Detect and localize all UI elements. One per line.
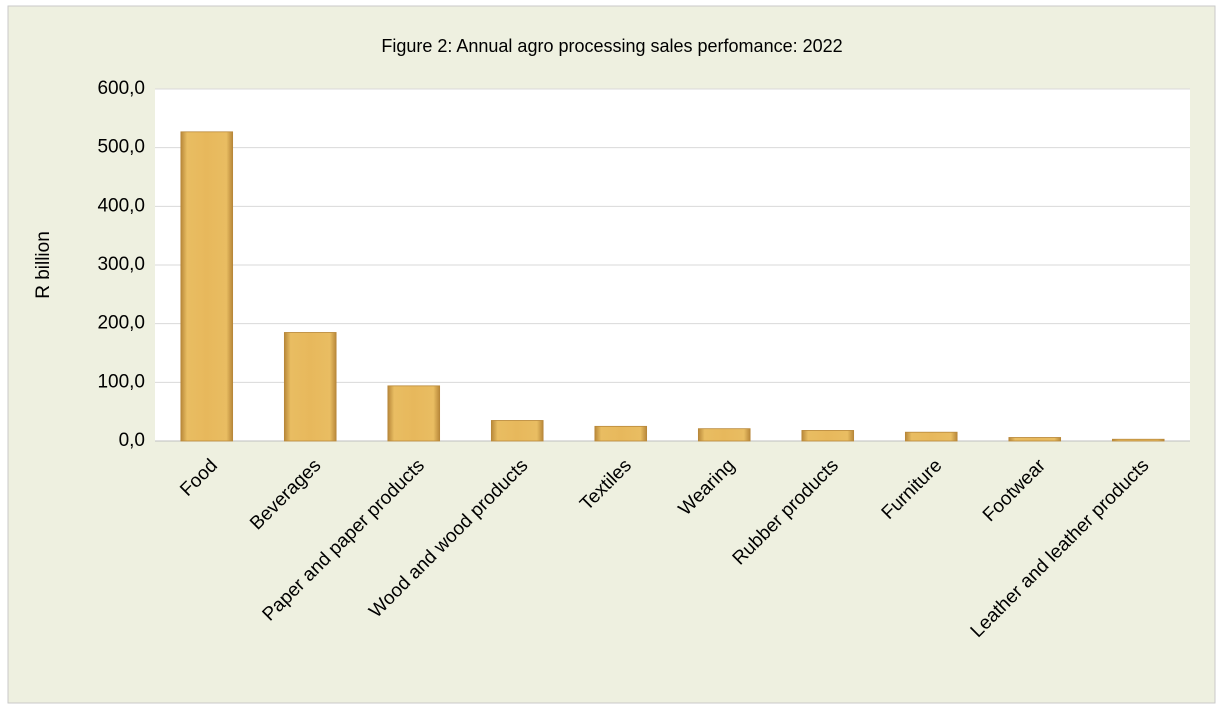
y-tick-label: 200,0 bbox=[97, 313, 145, 334]
y-tick-label: 0,0 bbox=[119, 430, 145, 451]
y-axis-label: R billion bbox=[33, 231, 54, 299]
y-tick-label: 500,0 bbox=[97, 137, 145, 158]
bar bbox=[1111, 438, 1165, 442]
bar bbox=[697, 428, 751, 442]
y-tick-label: 600,0 bbox=[97, 78, 145, 99]
bar bbox=[594, 425, 648, 442]
bar bbox=[283, 332, 337, 442]
y-tick-label: 300,0 bbox=[97, 254, 145, 275]
bar bbox=[904, 431, 958, 442]
bar bbox=[490, 420, 544, 442]
y-tick-label: 100,0 bbox=[97, 371, 145, 392]
y-tick-label: 400,0 bbox=[97, 195, 145, 216]
bar bbox=[180, 131, 234, 442]
bar bbox=[1008, 437, 1062, 442]
chart-title: Figure 2: Annual agro processing sales p… bbox=[381, 36, 842, 56]
bar bbox=[387, 385, 441, 442]
bar bbox=[801, 430, 855, 442]
